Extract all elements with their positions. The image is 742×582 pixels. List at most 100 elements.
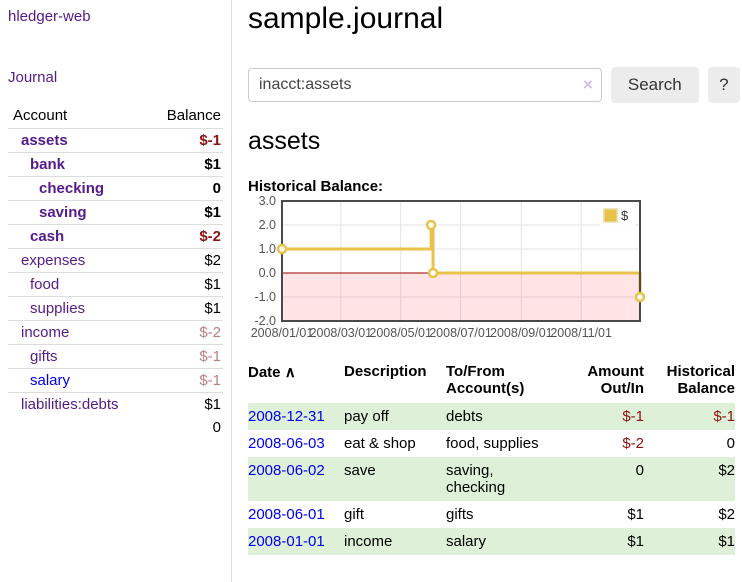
transaction-accounts: saving, checking bbox=[446, 462, 506, 496]
app-title[interactable]: hledger-web bbox=[8, 8, 91, 25]
transaction-row: 2008-06-02 save saving, checking 0 $2 bbox=[248, 457, 735, 501]
transaction-accounts: gifts bbox=[446, 506, 474, 523]
account-row: cash $-2 bbox=[8, 224, 223, 249]
account-link[interactable]: cash bbox=[30, 228, 65, 245]
transaction-amount: 0 bbox=[635, 462, 644, 479]
sort-ascending-icon[interactable]: ∧ bbox=[284, 364, 296, 381]
legend-label: $ bbox=[621, 208, 629, 223]
account-balance: $-1 bbox=[199, 348, 221, 365]
transaction-description: gift bbox=[344, 506, 365, 523]
account-row: supplies $1 bbox=[8, 296, 223, 321]
transaction-description: income bbox=[344, 533, 393, 550]
x-axis-tick-label: 2008/03/01 bbox=[310, 326, 373, 340]
account-link[interactable]: assets bbox=[21, 132, 68, 149]
account-row: income $-2 bbox=[8, 320, 223, 345]
account-balance: $1 bbox=[204, 276, 221, 293]
account-balance: 0 bbox=[212, 180, 221, 197]
transaction-date-link[interactable]: 2008-12-31 bbox=[248, 408, 325, 425]
transaction-balance: $1 bbox=[718, 533, 735, 550]
y-axis-tick-label: 2.0 bbox=[259, 218, 276, 232]
account-link[interactable]: checking bbox=[39, 180, 105, 197]
transaction-balance: 0 bbox=[726, 435, 735, 452]
account-link[interactable]: saving bbox=[39, 204, 87, 221]
account-link[interactable]: liabilities:debts bbox=[21, 396, 119, 413]
search-form: × Search ? bbox=[248, 67, 740, 103]
account-row: saving $1 bbox=[8, 200, 223, 225]
transaction-description: pay off bbox=[344, 408, 389, 425]
transaction-row: 2008-06-03 eat & shop food, supplies $-2 0 bbox=[248, 430, 735, 457]
account-balance: $-2 bbox=[199, 324, 221, 341]
y-axis-tick-label: 3.0 bbox=[259, 194, 276, 208]
column-header-amount: Amount Out/In bbox=[587, 363, 644, 397]
x-axis-tick-label: 2008/07/01 bbox=[429, 326, 492, 340]
y-axis-tick-label: -2.0 bbox=[254, 314, 276, 328]
account-heading: assets bbox=[248, 127, 321, 155]
data-point-marker[interactable] bbox=[427, 267, 439, 279]
account-balance: $1 bbox=[204, 156, 221, 173]
column-header-accounts: To/From Account(s) bbox=[446, 361, 576, 403]
page-title: sample.journal bbox=[248, 2, 444, 35]
transactions-table: Date ∧ Description To/From Account(s) Am… bbox=[248, 361, 735, 555]
data-point-marker[interactable] bbox=[425, 219, 437, 231]
account-link[interactable]: salary bbox=[30, 372, 71, 389]
data-point-marker[interactable] bbox=[634, 291, 646, 303]
account-balance: $1 bbox=[204, 300, 221, 317]
historical-balance-chart[interactable]: $3.0 2.0 1.0 0.0 -1.0 -2.0 2008/01/01 2008/03/0… bbox=[248, 194, 740, 341]
x-axis-tick-label: 2008/05/01 bbox=[369, 326, 432, 340]
accounts-total-row: 0 bbox=[8, 416, 223, 439]
transaction-amount: $-2 bbox=[622, 435, 644, 452]
account-row: food $1 bbox=[8, 272, 223, 297]
accounts-header-balance: Balance bbox=[166, 107, 221, 124]
transaction-description: eat & shop bbox=[344, 435, 416, 452]
account-row: assets $-1 bbox=[8, 129, 223, 153]
plot-border bbox=[281, 200, 641, 322]
account-link[interactable]: income bbox=[21, 324, 70, 341]
sidebar-item-journal[interactable]: Journal bbox=[8, 69, 58, 86]
account-link[interactable]: expenses bbox=[21, 252, 86, 269]
clear-search-icon[interactable]: × bbox=[582, 75, 593, 94]
account-row: liabilities:debts $1 bbox=[8, 392, 223, 417]
account-link[interactable]: food bbox=[30, 276, 60, 293]
chart-canvas[interactable]: $3.0 2.0 1.0 0.0 -1.0 -2.02008/01/012008/03/0… bbox=[248, 194, 646, 341]
y-axis-tick-label: 1.0 bbox=[259, 242, 276, 256]
transaction-date-link[interactable]: 2008-01-01 bbox=[248, 533, 325, 550]
x-axis-tick-label: 2008/09/01 bbox=[490, 326, 553, 340]
transaction-row: 2008-12-31 pay off debts $-1 $-1 bbox=[248, 403, 735, 430]
spacer bbox=[8, 416, 151, 439]
transaction-accounts: food, supplies bbox=[446, 435, 539, 452]
account-row: bank $1 bbox=[8, 152, 223, 177]
account-row: gifts $-1 bbox=[8, 344, 223, 369]
accounts-total-value: 0 bbox=[212, 419, 221, 436]
main-content: sample.journal × Search ? assets Histori… bbox=[248, 0, 740, 555]
transaction-date-link[interactable]: 2008-06-02 bbox=[248, 462, 325, 479]
negative-region bbox=[282, 273, 640, 321]
account-link[interactable]: bank bbox=[30, 156, 66, 173]
account-link[interactable]: gifts bbox=[30, 348, 58, 365]
transaction-amount: $1 bbox=[627, 533, 644, 550]
account-link[interactable]: supplies bbox=[30, 300, 86, 317]
transaction-accounts: debts bbox=[446, 408, 483, 425]
account-balance: $-1 bbox=[199, 132, 221, 149]
account-row: salary $-1 bbox=[8, 368, 223, 393]
date-header-label: Date bbox=[248, 364, 281, 381]
account-row: expenses $2 bbox=[8, 248, 223, 273]
x-axis-tick-label: 2008/01/01 bbox=[251, 326, 314, 340]
search-button[interactable]: Search bbox=[610, 67, 699, 103]
transaction-date-link[interactable]: 2008-06-03 bbox=[248, 435, 325, 452]
transaction-date-link[interactable]: 2008-06-01 bbox=[248, 506, 325, 523]
column-header-description: Description bbox=[344, 363, 427, 380]
account-balance: $-2 bbox=[199, 228, 221, 245]
column-header-date[interactable]: Date ∧ bbox=[248, 361, 344, 403]
y-axis-tick-label: 0.0 bbox=[259, 266, 276, 280]
transaction-amount: $1 bbox=[627, 506, 644, 523]
account-balance: $1 bbox=[204, 204, 221, 221]
transactions-header-row: Date ∧ Description To/From Account(s) Am… bbox=[248, 361, 735, 403]
y-axis-tick-label: -1.0 bbox=[254, 290, 276, 304]
x-axis-tick-label: 2008/11/01 bbox=[550, 326, 612, 340]
search-input[interactable] bbox=[248, 68, 602, 102]
data-point-marker[interactable] bbox=[276, 243, 288, 255]
accounts-header-account: Account bbox=[13, 107, 68, 124]
account-balance: $2 bbox=[204, 252, 221, 269]
help-button[interactable]: ? bbox=[707, 67, 740, 103]
sidebar: hledger-web Journal Account Balance asse… bbox=[0, 0, 232, 582]
